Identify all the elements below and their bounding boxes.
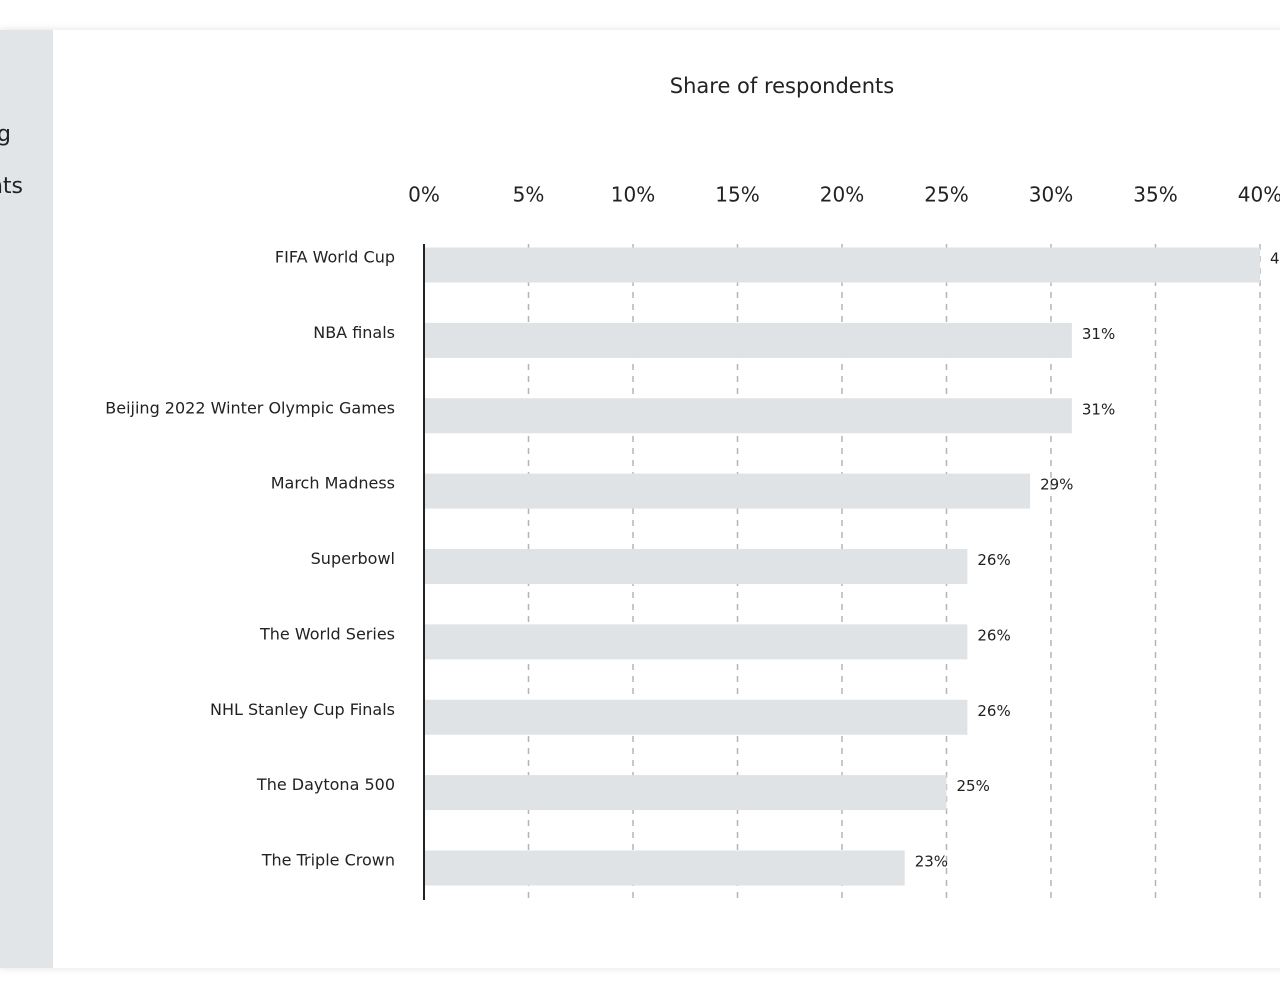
- bar: [424, 549, 968, 584]
- value-label: 26%: [977, 626, 1010, 644]
- bar: [424, 850, 905, 886]
- bar: [424, 398, 1072, 434]
- x-tick-label: 30%: [1029, 183, 1073, 207]
- value-label: 31%: [1082, 325, 1115, 343]
- sidebar-text: nts: [0, 174, 23, 199]
- value-label: 31%: [1082, 400, 1115, 418]
- y-tick-label: NHL Stanley Cup Finals: [210, 700, 395, 719]
- x-tick-label: 10%: [611, 183, 655, 207]
- bar: [424, 473, 1031, 509]
- y-tick-label: The World Series: [259, 624, 395, 643]
- axis-title: Share of respondents: [670, 74, 894, 98]
- y-tick-label: March Madness: [271, 474, 395, 493]
- x-tick-label: 0%: [408, 183, 440, 207]
- value-label: 23%: [915, 853, 948, 871]
- bar: [424, 775, 947, 811]
- x-tick-label: 5%: [513, 183, 545, 207]
- x-tick-label: 20%: [820, 183, 864, 207]
- value-label: 40%: [1270, 250, 1280, 268]
- x-tick-label: 40%: [1238, 183, 1280, 207]
- value-label: 25%: [957, 777, 990, 795]
- y-tick-label: Beijing 2022 Winter Olympic Games: [105, 398, 395, 417]
- sidebar-text: g: [0, 122, 11, 147]
- bar: [424, 322, 1072, 358]
- y-tick-label: NBA finals: [313, 323, 395, 342]
- y-tick-label: FIFA World Cup: [275, 248, 395, 267]
- y-tick-label: The Daytona 500: [256, 775, 395, 794]
- value-label: 26%: [977, 702, 1010, 720]
- bar: [424, 247, 1260, 283]
- bar: [424, 699, 968, 735]
- x-tick-label: 15%: [715, 183, 759, 207]
- bar: [424, 624, 968, 660]
- y-tick-label: The Triple Crown: [261, 851, 395, 870]
- sidebar: g nts: [0, 30, 53, 968]
- y-tick-label: Superbowl: [311, 549, 395, 568]
- x-tick-label: 25%: [924, 183, 968, 207]
- x-tick-label: 35%: [1133, 183, 1177, 207]
- value-label: 29%: [1040, 476, 1073, 494]
- value-label: 26%: [977, 551, 1010, 569]
